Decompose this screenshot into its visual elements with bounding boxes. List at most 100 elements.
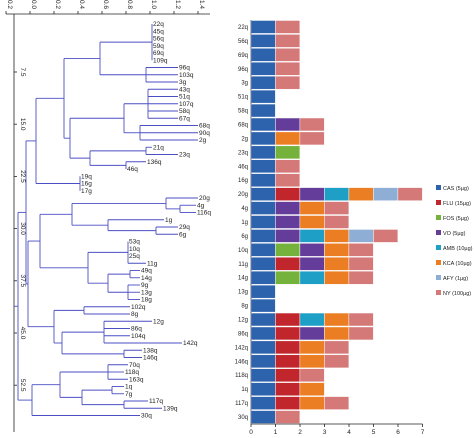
bar-segment: [348, 312, 374, 327]
leaf-label: 25q: [129, 253, 140, 260]
leaf-label: 103q: [179, 72, 194, 79]
bar-segment: [250, 396, 276, 410]
leaf-label: 118q: [125, 369, 139, 376]
bar-segment: [275, 382, 300, 396]
leaf-label: 109q: [153, 57, 168, 64]
bar-category-label: 146q: [235, 359, 248, 365]
bar-segment: [299, 229, 325, 243]
bar-segment: [275, 48, 300, 62]
leaf-label: 116q: [197, 210, 211, 217]
leaf-label: 8g: [131, 311, 139, 318]
leaf-label: 49q: [141, 268, 152, 275]
leaf-label: 13g: [141, 289, 152, 296]
stacked-bar-panel: 0 1 2 3 4 5 6 7 22q 56q 69q 96q 3g 51q 58q 68q 2g 23q 46q 1…: [235, 20, 425, 436]
leaf-label: 1g: [165, 217, 173, 224]
bar-segment: [250, 410, 276, 424]
bar-segment: [250, 340, 276, 354]
bar-segment: [250, 201, 276, 215]
leaf-label: 30q: [141, 413, 152, 420]
bar-segment: [250, 76, 276, 90]
bar-category-label: 56q: [238, 39, 248, 45]
bar-category-label: 3g: [241, 81, 248, 87]
bar-segment: [348, 243, 374, 257]
legend-swatch: [436, 260, 441, 265]
leaf-label: 146q: [143, 355, 158, 362]
leaf-label: 20g: [199, 195, 210, 202]
bar-segment: [250, 117, 276, 132]
bar-segment: [299, 257, 325, 271]
bar-category-label: 2g: [241, 136, 248, 142]
legend-swatch: [436, 275, 441, 280]
bar-category-label: 4g: [241, 206, 248, 212]
bar-segment: [275, 396, 300, 410]
bar-segment: [299, 340, 325, 354]
bar-segment: [250, 90, 276, 104]
leaf-label: 1q: [125, 384, 133, 391]
bar-segment: [324, 229, 349, 243]
bar-category-label: 6g: [241, 234, 248, 240]
bar-segment: [250, 187, 276, 201]
leaf-label: 68q: [199, 123, 210, 130]
bar-segment: [250, 354, 276, 368]
leaf-label: 16g: [81, 181, 92, 188]
top-axis-tick-label: 1.2: [174, 0, 181, 9]
legend-label: FOS (5µg): [443, 216, 469, 222]
legend-label: NY (100µg): [443, 291, 471, 297]
leaf-label: 43q: [179, 86, 190, 93]
bar-segment: [299, 201, 325, 215]
x-axis-tick-label: 7: [421, 429, 425, 436]
leaf-label: 21q: [153, 144, 164, 151]
bar-segment: [299, 312, 325, 327]
legend-label: KCA (10µg): [443, 261, 472, 267]
legend: CAS (5µg) FLU (15µg) FOS (5µg) VO (5µg) AMB …: [436, 185, 473, 297]
bar-segment: [250, 215, 276, 229]
bar-category-label: 58q: [238, 109, 248, 115]
bar-category-label: 46q: [238, 164, 248, 170]
x-axis-tick-label: 1: [274, 429, 278, 436]
x-axis-tick-label: 2: [298, 429, 302, 436]
bar-segment: [250, 243, 276, 257]
leaf-label: 23q: [179, 152, 190, 159]
leaf-label: 14g: [141, 275, 152, 282]
leaf-label: 22q: [153, 21, 164, 28]
bar-segment: [348, 271, 374, 285]
bar-segment: [324, 215, 349, 229]
bar-category-label: 22q: [238, 25, 248, 31]
leaf-label: 4g: [197, 202, 205, 209]
bar-category-label: 23q: [238, 150, 248, 156]
leaf-label: 56q: [153, 36, 164, 43]
leaf-label: 17g: [81, 188, 92, 195]
x-axis-tick-label: 4: [347, 429, 351, 436]
leaf-label: 138q: [143, 347, 158, 354]
bar-category-label: 142q: [235, 345, 248, 351]
bar-segment: [299, 117, 325, 132]
bar-segment: [275, 326, 300, 340]
leaf-label: 53q: [129, 239, 140, 246]
legend-swatch: [436, 200, 441, 205]
top-axis-tick-label: 0.8: [126, 0, 133, 9]
bar-segment: [373, 229, 398, 243]
bar-segment: [299, 243, 325, 257]
legend-label: FLU (15µg): [443, 201, 471, 207]
bar-segment: [275, 62, 300, 76]
bar-segment: [250, 326, 276, 340]
bar-category-label: 14g: [238, 276, 248, 282]
leaf-label: 9g: [141, 282, 149, 289]
side-axis-tick-label: 7.5: [19, 67, 26, 76]
bar-segment: [324, 326, 349, 340]
legend-swatch: [436, 245, 441, 250]
bar-segment: [275, 243, 300, 257]
bar-segment: [250, 299, 276, 313]
top-axis-tick-label: 1.4: [198, 0, 205, 9]
bar-category-label: 30q: [238, 415, 248, 421]
x-axis-tick-label: 3: [323, 429, 327, 436]
bar-category-label: 86q: [238, 331, 248, 337]
bar-category-label: 96q: [238, 67, 248, 73]
bar-category-label: 117q: [235, 401, 248, 407]
side-axis-tick-label: 45.0: [19, 327, 26, 340]
bar-segment: [324, 271, 349, 285]
bar-segment: [324, 187, 349, 201]
leaf-label: 6g: [179, 231, 187, 238]
bar-segment: [324, 257, 349, 271]
bar-segment: [299, 215, 325, 229]
